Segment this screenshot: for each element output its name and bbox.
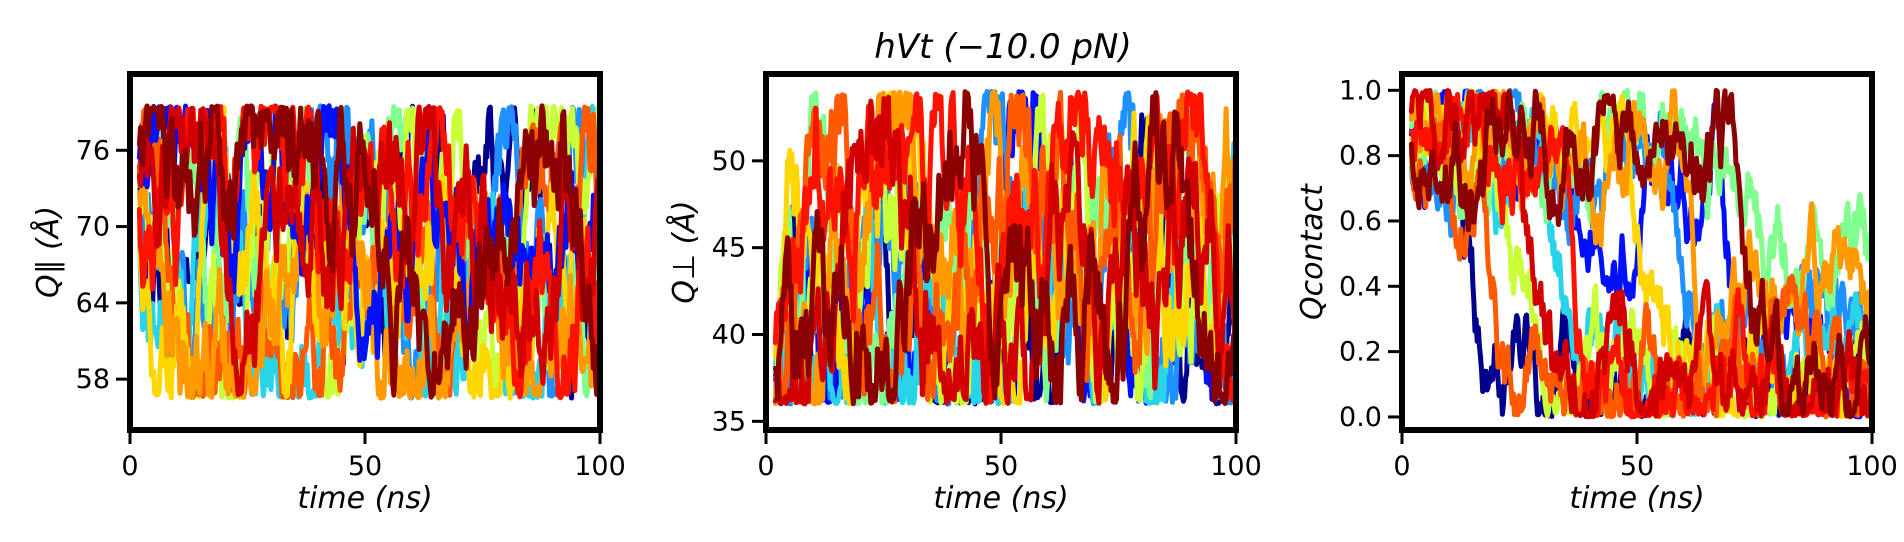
x-tick-label: 50 — [1620, 451, 1654, 482]
y-tick-label: 35 — [712, 406, 746, 437]
x-axis-label: time (ns) — [297, 481, 432, 516]
plot-frame — [763, 71, 1239, 433]
x-tick-label: 50 — [984, 451, 1018, 482]
x-tick-label: 50 — [348, 451, 382, 482]
y-tick-label: 76 — [76, 135, 110, 166]
series-line-12 — [136, 103, 600, 400]
y-tick-label: 50 — [712, 146, 746, 177]
figure-title: hVt (−10.0 pN) — [874, 27, 1132, 67]
series-group — [1408, 87, 1872, 420]
y-tick-label: 40 — [712, 319, 746, 350]
series-line-9 — [1408, 117, 1872, 420]
plot-frame — [127, 71, 603, 433]
y-tick-label: 0.6 — [1339, 206, 1382, 237]
x-tick-label: 100 — [574, 451, 626, 482]
y-tick-label: 58 — [76, 364, 110, 395]
series-group — [772, 88, 1236, 407]
y-tick-label: 0.0 — [1339, 402, 1382, 433]
y-axis-label: Q∥ (Å) — [30, 206, 66, 298]
plot-frame — [1399, 71, 1875, 433]
x-tick-label: 0 — [757, 451, 774, 482]
x-tick-label: 0 — [1393, 451, 1410, 482]
y-tick-label: 0.8 — [1339, 141, 1382, 172]
x-axis-label: time (ns) — [1569, 481, 1704, 516]
series-group — [136, 103, 600, 401]
x-tick-label: 0 — [121, 451, 138, 482]
x-tick-label: 100 — [1846, 451, 1898, 482]
y-axis-label: Qcontact — [1295, 183, 1330, 320]
x-tick-label: 100 — [1210, 451, 1262, 482]
y-tick-label: 70 — [76, 212, 110, 243]
series-line-12 — [772, 89, 1236, 407]
y-axis-label: Q⊥ (Å) — [666, 200, 702, 303]
chart-panel-1: 0 50 100 58 64 70 76 time (ns) Q∥ (Å) — [30, 71, 626, 516]
series-line-9 — [136, 103, 600, 363]
y-tick-label: 64 — [76, 288, 110, 319]
y-tick-label: 0.2 — [1339, 337, 1382, 368]
series-line-11 — [1408, 88, 1872, 420]
series-line-12 — [1408, 87, 1872, 420]
y-tick-label: 45 — [712, 233, 746, 264]
series-line-8 — [136, 171, 600, 401]
y-tick-label: 0.4 — [1339, 271, 1382, 302]
y-tick-label: 1.0 — [1339, 75, 1382, 106]
chart-panel-3: 0 50 100 0.0 0.2 0.4 0.6 0.8 1.0 time (ns) Qcontac… — [1295, 71, 1898, 516]
x-axis-label: time (ns) — [933, 481, 1068, 516]
series-line-11 — [772, 94, 1236, 407]
